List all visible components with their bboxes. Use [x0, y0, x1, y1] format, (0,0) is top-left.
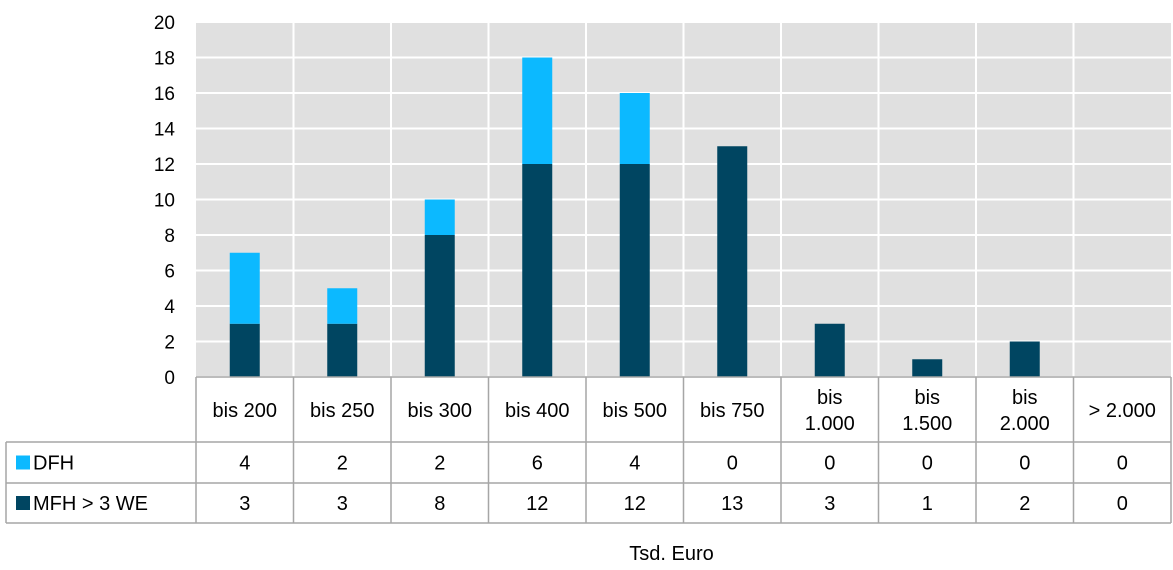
legend-key — [16, 455, 30, 470]
y-tick-label: 4 — [164, 297, 175, 318]
bar-mfh — [717, 146, 748, 377]
category-label: bis 500 — [603, 400, 668, 422]
bar-mfh — [1009, 341, 1040, 377]
y-tick-label: 12 — [154, 155, 175, 176]
y-tick-label: 6 — [164, 262, 175, 283]
bar-mfh — [522, 164, 553, 377]
y-tick-label: 8 — [164, 226, 175, 247]
y-tick-label: 16 — [154, 84, 175, 105]
table-cell-value: 8 — [434, 493, 445, 515]
y-tick-label: 20 — [154, 13, 175, 34]
category-label: > 2.000 — [1089, 400, 1156, 422]
category-label: 2.000 — [1000, 413, 1050, 435]
bar-mfh — [814, 323, 845, 377]
table-cell-value: 3 — [239, 493, 250, 515]
bar-dfh — [522, 57, 553, 164]
table-cell-value: 0 — [1019, 453, 1030, 475]
category-label: bis 250 — [310, 400, 375, 422]
table-cell-value: 12 — [624, 493, 646, 515]
category-label: bis — [1012, 387, 1038, 409]
category-label: 1.000 — [805, 413, 855, 435]
category-label: bis — [914, 387, 940, 409]
table-cell-value: 3 — [824, 493, 835, 515]
category-label: bis 750 — [700, 400, 765, 422]
category-label: bis 200 — [213, 400, 278, 422]
y-tick-label: 2 — [164, 333, 175, 354]
table-cell-value: 0 — [1117, 493, 1128, 515]
table-cell-value: 0 — [1117, 453, 1128, 475]
bar-mfh — [619, 164, 650, 377]
legend-key — [16, 496, 30, 510]
table-cell-value: 2 — [434, 453, 445, 475]
category-label: 1.500 — [902, 413, 952, 435]
table-cell-value: 0 — [922, 453, 933, 475]
legend-label: MFH > 3 WE — [33, 493, 148, 515]
bar-mfh — [912, 359, 943, 377]
table-cell-value: 4 — [629, 453, 640, 475]
y-tick-label: 18 — [154, 49, 175, 70]
y-tick-label: 14 — [154, 120, 176, 141]
x-axis-title: Tsd. Euro — [629, 543, 713, 565]
category-label: bis — [817, 387, 843, 409]
table-cell-value: 4 — [239, 453, 250, 475]
table-cell-value: 1 — [922, 493, 933, 515]
bar-mfh — [327, 323, 358, 377]
bar-dfh — [424, 199, 455, 235]
table-cell-value: 12 — [526, 493, 548, 515]
table-cell-value: 0 — [727, 453, 738, 475]
bar-dfh — [229, 252, 260, 324]
bar-dfh — [327, 288, 358, 324]
table-cell-value: 0 — [824, 453, 835, 475]
category-label: bis 400 — [505, 400, 570, 422]
y-tick-label: 10 — [154, 191, 175, 212]
bar-dfh — [619, 93, 650, 164]
table-cell-value: 3 — [337, 493, 348, 515]
table-cell-value: 2 — [337, 453, 348, 475]
legend-label: DFH — [33, 453, 74, 475]
category-label: bis 300 — [408, 400, 473, 422]
table-cell-value: 6 — [532, 453, 543, 475]
bar-mfh — [424, 235, 455, 377]
table-cell-value: 13 — [721, 493, 743, 515]
bar-mfh — [229, 323, 260, 377]
y-tick-label: 0 — [164, 368, 175, 389]
table-cell-value: 2 — [1019, 493, 1030, 515]
